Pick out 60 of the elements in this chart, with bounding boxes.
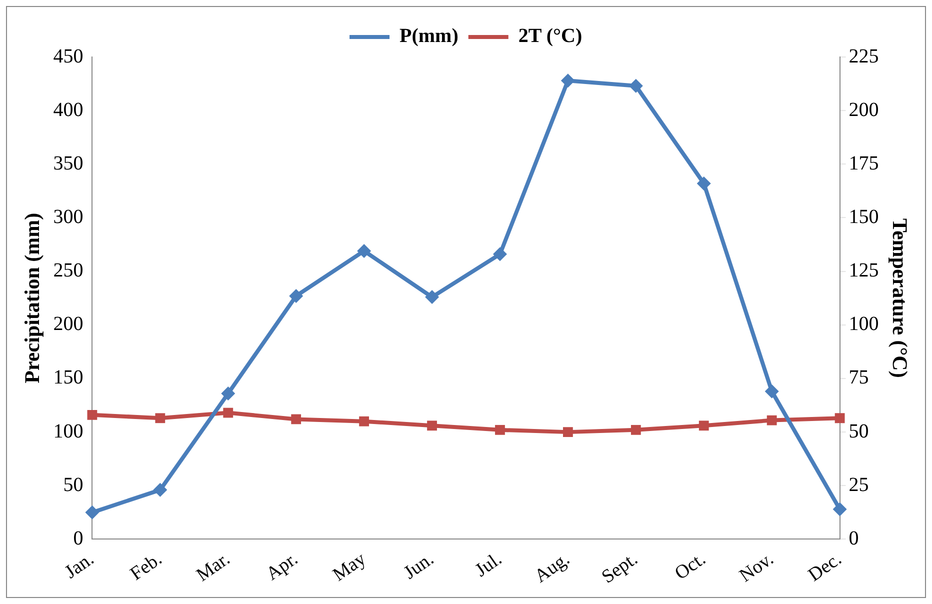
x-tick-label: Sept. — [598, 548, 642, 588]
x-tick-label: Feb. — [126, 548, 166, 585]
point — [698, 420, 709, 431]
point — [359, 416, 370, 426]
x-tick-label: Jun. — [400, 548, 438, 584]
point — [834, 413, 845, 424]
point — [357, 244, 372, 258]
y2-axis-title: Temperature (°C) — [888, 218, 912, 378]
legend-label: P(mm) — [400, 25, 458, 48]
point — [562, 427, 573, 438]
y-tick-label: 400 — [53, 98, 84, 121]
y-tick-label: 50 — [63, 474, 84, 496]
y-tick-label: 150 — [53, 366, 84, 389]
point — [560, 74, 575, 88]
y-tick-label: 350 — [53, 152, 84, 174]
point — [495, 424, 505, 435]
y-tick-label: 200 — [53, 313, 84, 336]
point — [85, 505, 100, 520]
y2-tick-label: 175 — [848, 152, 879, 174]
point — [153, 482, 168, 497]
point — [291, 414, 302, 424]
y2-tick-label: 75 — [848, 366, 869, 389]
y-tick-label: 300 — [53, 206, 84, 228]
point — [628, 78, 643, 93]
point — [221, 386, 236, 400]
x-tick-label: Jul. — [472, 548, 506, 582]
y2-tick-label: 100 — [848, 313, 879, 336]
legend-label: 2T (°C) — [518, 25, 582, 48]
x-tick-label: May — [329, 548, 370, 586]
point — [223, 408, 234, 418]
y2-tick-label: 200 — [848, 98, 879, 121]
x-tick-label: Nov. — [736, 548, 778, 587]
y-tick-label: 0 — [73, 527, 84, 550]
point — [427, 420, 437, 431]
y2-tick-label: 225 — [848, 45, 879, 68]
point — [630, 424, 641, 435]
y-axis-title: Precipitation (mm) — [20, 212, 44, 384]
point — [425, 290, 440, 304]
y2-tick-label: 150 — [848, 206, 879, 228]
x-tick-label: Apr. — [262, 548, 302, 585]
x-tick-label: Oct. — [671, 548, 710, 584]
y2-tick-label: 25 — [848, 474, 869, 496]
y-tick-label: 450 — [53, 45, 84, 68]
point — [696, 176, 711, 190]
point — [764, 384, 779, 398]
y2-tick-label: 50 — [848, 420, 869, 442]
point — [289, 288, 304, 303]
x-tick-label: Aug. — [530, 548, 574, 588]
point — [492, 247, 507, 262]
point — [832, 502, 847, 516]
y-tick-label: 100 — [53, 420, 84, 442]
y-tick-label: 250 — [53, 260, 84, 282]
x-tick-label: Dec. — [804, 548, 846, 586]
y2-tick-label: 125 — [848, 260, 879, 282]
point — [766, 415, 777, 426]
point — [87, 410, 98, 420]
y2-tick-label: 0 — [848, 527, 859, 550]
x-tick-label: Jan. — [61, 548, 98, 583]
point — [155, 413, 166, 424]
x-tick-label: Mar. — [192, 548, 234, 586]
